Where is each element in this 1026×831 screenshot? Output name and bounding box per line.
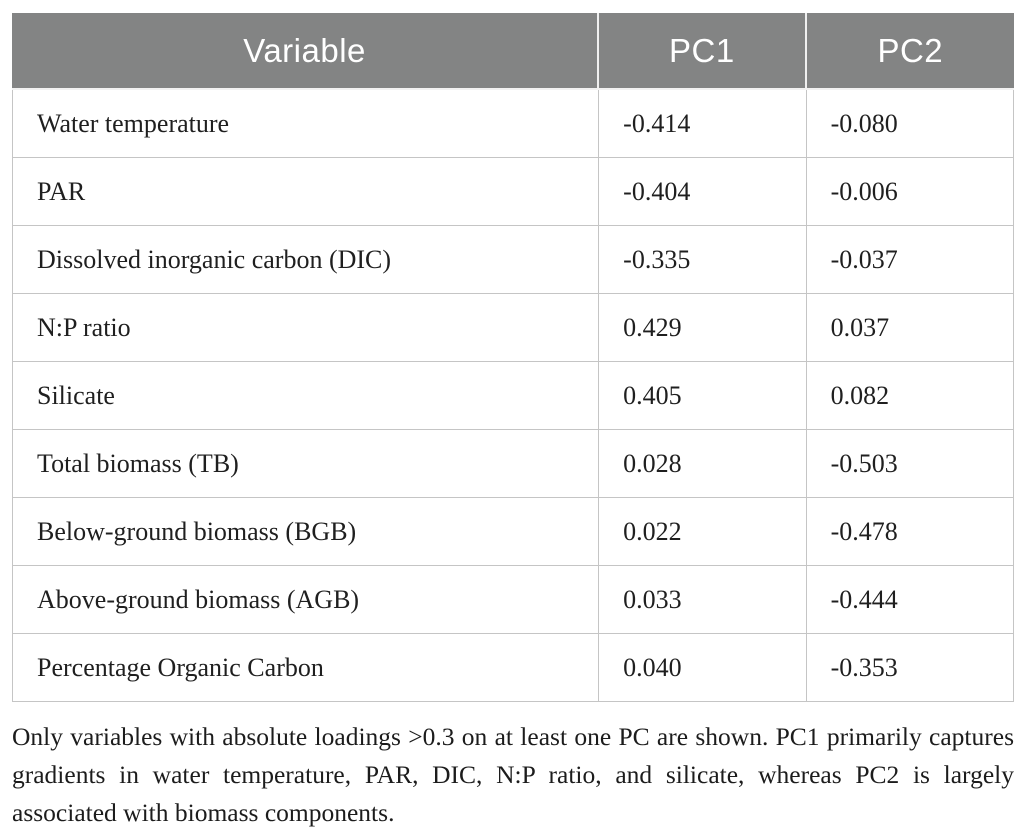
- table-row: PAR -0.404 -0.006: [12, 158, 1014, 226]
- column-header-pc2: PC2: [806, 13, 1014, 90]
- cell-pc2: -0.006: [806, 158, 1014, 226]
- cell-variable: Total biomass (TB): [12, 430, 600, 498]
- cell-pc2: -0.478: [806, 498, 1014, 566]
- cell-pc1: 0.022: [599, 498, 807, 566]
- cell-pc1: 0.405: [599, 362, 807, 430]
- cell-variable: N:P ratio: [12, 294, 600, 362]
- cell-variable: Percentage Organic Carbon: [12, 634, 600, 702]
- table-row: Silicate 0.405 0.082: [12, 362, 1014, 430]
- table-row: Above-ground biomass (AGB) 0.033 -0.444: [12, 566, 1014, 634]
- cell-variable: Water temperature: [12, 90, 600, 158]
- cell-variable: Dissolved inorganic carbon (DIC): [12, 226, 600, 294]
- table-row: Percentage Organic Carbon 0.040 -0.353: [12, 634, 1014, 702]
- cell-variable: Below-ground biomass (BGB): [12, 498, 600, 566]
- cell-pc1: 0.033: [599, 566, 807, 634]
- cell-pc2: -0.353: [806, 634, 1014, 702]
- pca-loadings-table: Variable PC1 PC2 Water temperature -0.41…: [12, 13, 1014, 702]
- table-footnote: Only variables with absolute loadings >0…: [12, 722, 1014, 827]
- cell-pc2: -0.080: [806, 90, 1014, 158]
- cell-pc1: 0.040: [599, 634, 807, 702]
- cell-variable: Above-ground biomass (AGB): [12, 566, 600, 634]
- table-row: Water temperature -0.414 -0.080: [12, 90, 1014, 158]
- column-header-pc1: PC1: [599, 13, 807, 90]
- table-body: Water temperature -0.414 -0.080 PAR -0.4…: [12, 90, 1014, 702]
- header-row: Variable PC1 PC2: [12, 13, 1014, 90]
- cell-variable: PAR: [12, 158, 600, 226]
- table-header: Variable PC1 PC2: [12, 13, 1014, 90]
- cell-pc2: -0.037: [806, 226, 1014, 294]
- column-header-variable: Variable: [12, 13, 600, 90]
- cell-pc2: 0.037: [806, 294, 1014, 362]
- cell-pc1: -0.414: [599, 90, 807, 158]
- table-row: Below-ground biomass (BGB) 0.022 -0.478: [12, 498, 1014, 566]
- table-row: Total biomass (TB) 0.028 -0.503: [12, 430, 1014, 498]
- table-row: Dissolved inorganic carbon (DIC) -0.335 …: [12, 226, 1014, 294]
- cell-variable: Silicate: [12, 362, 600, 430]
- cell-pc1: -0.335: [599, 226, 807, 294]
- table-row: N:P ratio 0.429 0.037: [12, 294, 1014, 362]
- cell-pc1: -0.404: [599, 158, 807, 226]
- cell-pc1: 0.028: [599, 430, 807, 498]
- cell-pc2: 0.082: [806, 362, 1014, 430]
- cell-pc2: -0.444: [806, 566, 1014, 634]
- cell-pc1: 0.429: [599, 294, 807, 362]
- cell-pc2: -0.503: [806, 430, 1014, 498]
